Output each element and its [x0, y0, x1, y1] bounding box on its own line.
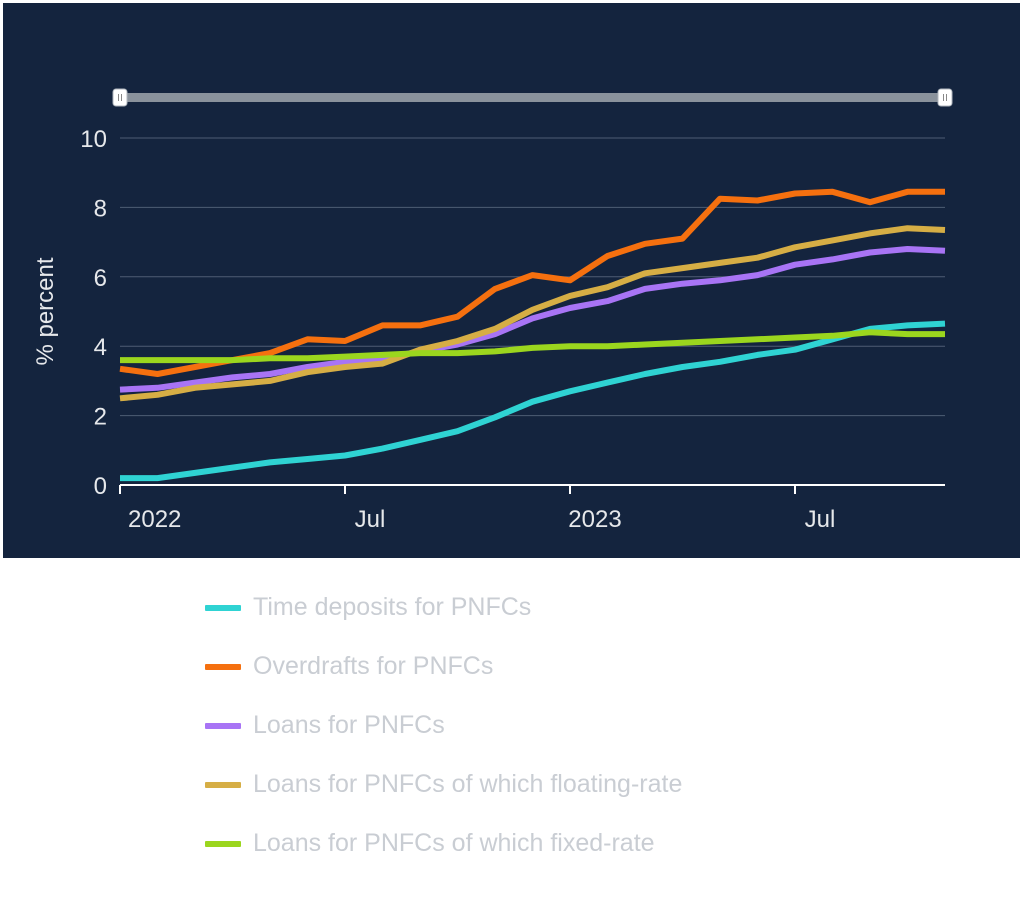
legend: Time deposits for PNFCs Overdrafts for PN…: [205, 578, 682, 873]
series-line-3[interactable]: [119, 246, 946, 393]
legend-label: Overdrafts for PNFCs: [253, 652, 494, 680]
y-axis-label: % percent: [32, 257, 59, 365]
range-slider-right-handle[interactable]: [937, 88, 953, 107]
y-tick-label: 6: [94, 265, 107, 292]
legend-swatch: [205, 781, 241, 788]
legend-item[interactable]: Overdrafts for PNFCs: [205, 637, 682, 696]
y-tick-label: 0: [94, 473, 107, 500]
y-tick-label: 10: [80, 126, 107, 153]
y-tick-label: 8: [94, 195, 107, 222]
legend-swatch: [205, 722, 241, 729]
legend-item[interactable]: Loans for PNFCs: [205, 696, 682, 755]
series-line-2[interactable]: [119, 188, 945, 377]
axes: 0 2 4 6 8 10 % percent 2022 Jul 2023 Jul: [32, 126, 945, 533]
legend-label: Loans for PNFCs of which floating-rate: [253, 770, 683, 798]
legend-swatch: [205, 604, 241, 611]
x-tick-label: Jul: [805, 506, 836, 533]
legend-label: Loans for PNFCs of which fixed-rate: [253, 829, 655, 857]
x-tick-label: 2023: [568, 506, 621, 533]
x-tick-label: Jul: [355, 506, 386, 533]
series-line-5[interactable]: [120, 329, 945, 364]
series-line-4[interactable]: [119, 225, 946, 402]
legend-label: Loans for PNFCs: [253, 711, 445, 739]
legend-swatch: [205, 840, 241, 847]
y-tick-label: 4: [94, 334, 107, 361]
legend-label: Time deposits for PNFCs: [253, 593, 532, 621]
legend-item[interactable]: Loans for PNFCs of which floating-rate: [205, 755, 682, 814]
line-chart: 0 2 4 6 8 10 % percent 2022 Jul 2023 Jul: [32, 88, 953, 533]
range-slider[interactable]: [112, 88, 953, 107]
range-slider-left-handle[interactable]: [112, 88, 128, 107]
x-tick-label: 2022: [128, 506, 181, 533]
legend-item[interactable]: Loans for PNFCs of which fixed-rate: [205, 814, 682, 873]
series-line-1[interactable]: [120, 320, 946, 482]
series-group: [119, 188, 946, 482]
legend-item[interactable]: Time deposits for PNFCs: [205, 578, 682, 637]
chart-panel: 0 2 4 6 8 10 % percent 2022 Jul 2023 Jul: [3, 3, 1020, 558]
y-tick-label: 2: [94, 404, 107, 431]
legend-swatch: [205, 663, 241, 670]
range-slider-track[interactable]: [120, 93, 945, 102]
